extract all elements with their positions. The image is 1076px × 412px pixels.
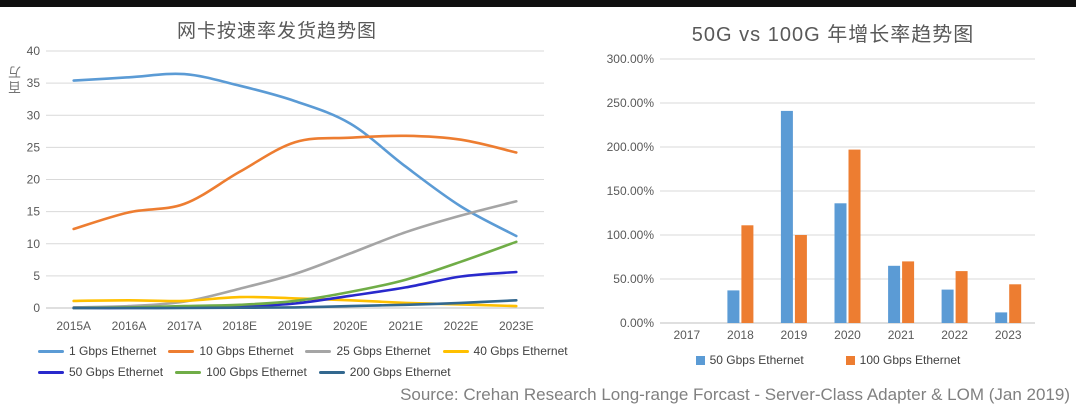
legend-row: 50 Gbps Ethernet 100 Gbps Ethernet 200 Gbp…	[38, 365, 528, 379]
legend-item-25-gbps-ethernet: 25 Gbps Ethernet	[305, 344, 431, 358]
y-tick-label: 30	[27, 108, 41, 122]
line-chart-title: 网卡按速率发货趋势图	[176, 21, 377, 42]
legend-item-50-gbps-ethernet: 50 Gbps Ethernet	[38, 365, 163, 379]
x-tick-label: 2016A	[112, 319, 147, 333]
legend-label: 50 Gbps Ethernet	[69, 365, 164, 379]
x-tick-label: 2023	[995, 328, 1022, 342]
legend-item-100-gbps-ethernet: 100 Gbps Ethernet	[845, 353, 961, 367]
bar-chart-plot: 0.00% 50.00% 100.00% 150.00% 200.00% 250.00% 3…	[607, 52, 1035, 342]
line-series-200-gbps-ethernet	[72, 299, 518, 310]
x-tick-label: 2017A	[167, 319, 202, 333]
x-tick-label: 2022E	[444, 319, 479, 333]
line-series-25-gbps-ethernet	[72, 200, 518, 309]
bar-chart-legend: 50 Gbps Ethernet 100 Gbps Ethernet	[580, 353, 1076, 367]
legend-line-swatch	[442, 349, 469, 353]
bar-50-gbps-ethernet-2018	[727, 290, 740, 323]
line-series-1-gbps-ethernet	[72, 72, 518, 238]
legend-label: 200 Gbps Ethernet	[349, 365, 451, 379]
bar-100-gbps-ethernet-2021	[902, 261, 915, 323]
bar-50-gbps-ethernet-2023	[995, 312, 1008, 323]
y-tick-label: 0	[33, 301, 40, 315]
top-black-bar	[0, 0, 1076, 7]
bar-100-gbps-ethernet-2018	[741, 225, 754, 323]
x-tick-label: 2021E	[388, 319, 423, 333]
y-tick-label: 10	[27, 237, 41, 251]
legend-item-100-gbps-ethernet: 100 Gbps Ethernet	[175, 365, 307, 379]
legend-item-50-gbps-ethernet: 50 Gbps Ethernet	[695, 353, 804, 367]
legend-square-swatch	[695, 355, 705, 365]
bar-100-gbps-ethernet-2023	[1009, 284, 1022, 323]
legend-label: 50 Gbps Ethernet	[709, 353, 804, 367]
bar-50-gbps-ethernet-2019	[780, 110, 793, 324]
legend-row: 1 Gbps Ethernet 10 Gbps Ethernet 25 Gbps E…	[38, 344, 568, 358]
legend-line-swatch	[318, 370, 345, 374]
y-tick-label: 250.00%	[607, 96, 655, 110]
legend-line-swatch	[38, 349, 64, 353]
line-series-10-gbps-ethernet	[72, 134, 518, 231]
legend-item-1-gbps-ethernet: 1 Gbps Ethernet	[38, 344, 156, 358]
x-tick-label: 2022	[941, 328, 968, 342]
y-tick-label: 150.00%	[607, 184, 655, 198]
x-tick-label: 2020E	[333, 319, 368, 333]
bar-50-gbps-ethernet-2021	[888, 265, 901, 323]
bar-100-gbps-ethernet-2022	[955, 271, 968, 323]
y-tick-label: 20	[27, 173, 41, 187]
line-chart-legend: 1 Gbps Ethernet 10 Gbps Ethernet 25 Gbps E…	[38, 344, 568, 379]
x-tick-label: 2019	[781, 328, 808, 342]
legend-item-10-gbps-ethernet: 10 Gbps Ethernet	[168, 344, 293, 358]
legend-label: 40 Gbps Ethernet	[473, 344, 568, 358]
x-tick-label: 2018E	[222, 319, 257, 333]
legend-line-swatch	[175, 370, 202, 374]
legend-label: 100 Gbps Ethernet	[206, 365, 307, 379]
bar-100-gbps-ethernet-2019	[794, 235, 807, 323]
y-tick-label: 300.00%	[607, 52, 655, 66]
legend-label: 25 Gbps Ethernet	[336, 344, 431, 358]
legend-label: 100 Gbps Ethernet	[859, 353, 961, 367]
legend-square-swatch	[845, 355, 855, 365]
bar-100-gbps-ethernet-2020	[848, 149, 861, 323]
legend-line-swatch	[168, 349, 195, 353]
x-tick-label: 2021	[888, 328, 915, 342]
source-note: Source: Crehan Research Long-range Forca…	[400, 385, 1070, 404]
bar-chart-title: 50G vs 100G 年增长率趋势图	[691, 24, 975, 46]
y-tick-label: 50.00%	[613, 272, 654, 286]
legend-label: 1 Gbps Ethernet	[69, 344, 157, 358]
legend-item-40-gbps-ethernet: 40 Gbps Ethernet	[442, 344, 568, 358]
legend-line-swatch	[305, 349, 332, 353]
x-tick-label: 2020	[834, 328, 861, 342]
x-tick-label: 2017	[673, 328, 700, 342]
bar-50-gbps-ethernet-2022	[941, 289, 954, 323]
bar-50-gbps-ethernet-2020	[834, 203, 847, 323]
y-tick-label: 35	[27, 76, 41, 90]
x-tick-label: 2023E	[499, 319, 534, 333]
legend-line-swatch	[38, 370, 64, 374]
x-tick-label: 2015A	[56, 319, 91, 333]
y-tick-label: 15	[27, 205, 41, 219]
x-tick-label: 2019E	[278, 319, 313, 333]
line-chart-plot: 0 5 10 15 20 25 30 35 40 2015A 2016A 2017A 2018E 2019…	[27, 44, 544, 333]
y-tick-label: 100.00%	[607, 228, 655, 242]
legend-item-200-gbps-ethernet: 200 Gbps Ethernet	[318, 365, 451, 379]
y-tick-label: 40	[27, 44, 41, 58]
y-tick-label: 25	[27, 140, 41, 154]
y-tick-label: 200.00%	[607, 140, 655, 154]
y-tick-label: 0.00%	[620, 316, 654, 330]
legend-label: 10 Gbps Ethernet	[199, 344, 294, 358]
y-tick-label: 5	[33, 269, 40, 283]
x-tick-label: 2018	[727, 328, 754, 342]
